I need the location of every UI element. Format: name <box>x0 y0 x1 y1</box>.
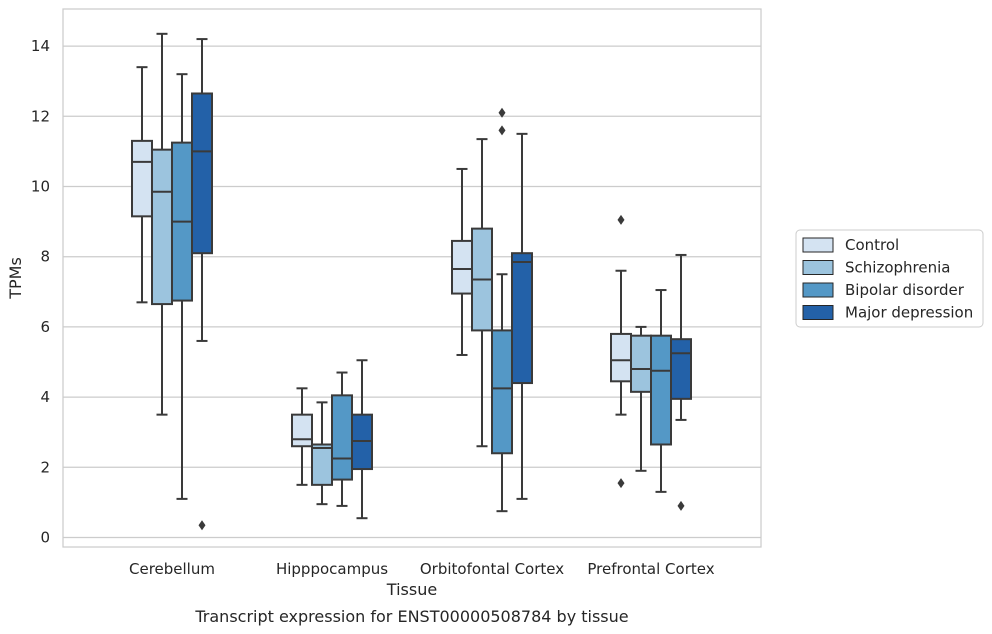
legend-swatch <box>802 305 834 320</box>
box-schizophrenia <box>630 325 652 472</box>
legend-label: Major depression <box>845 304 973 322</box>
y-tick-label: 8 <box>40 248 50 266</box>
box-body <box>331 394 353 481</box>
x-tick-label: Prefrontal Cortex <box>587 560 714 578</box>
x-tick-label: Orbitofontal Cortex <box>420 560 564 578</box>
box-body <box>650 334 672 446</box>
y-axis-label: TPMs <box>6 257 25 300</box>
box-body <box>511 252 533 385</box>
y-tick-label: 12 <box>31 107 50 125</box>
outlier-point <box>498 107 506 118</box>
box-body <box>291 413 313 448</box>
x-axis-label: Tissue <box>386 580 437 599</box>
y-tick-labels: 0 2 4 6 8 10 12 14 <box>31 37 50 546</box>
outlier-point <box>198 520 206 531</box>
legend: Control Schizophrenia Bipolar disorder Majo… <box>795 229 984 328</box>
boxes <box>131 32 692 531</box>
box-bipolar-disorder <box>650 289 672 493</box>
x-tick-labels: Cerebellum Hipppocampus Orbitofontal Corte… <box>129 560 715 578</box>
box-schizophrenia <box>471 138 493 448</box>
outlier-point <box>617 478 625 489</box>
y-tick-label: 2 <box>40 458 50 476</box>
legend-swatch <box>802 282 834 298</box>
plot-area-frame <box>62 8 762 548</box>
box-bipolar-disorder <box>331 371 353 507</box>
box-major-depression <box>511 132 533 500</box>
box-body <box>151 148 173 306</box>
box-body <box>311 443 333 486</box>
y-tick-label: 6 <box>40 318 50 336</box>
box-body <box>491 329 513 455</box>
outlier-point <box>677 500 685 511</box>
box-body <box>610 332 632 383</box>
box-body <box>630 334 652 393</box>
box-body <box>191 92 213 255</box>
legend-swatch <box>802 260 834 275</box>
legend-swatch <box>802 237 834 253</box>
box-body <box>131 139 153 218</box>
box-major-depression <box>670 253 692 511</box>
box-schizophrenia <box>311 401 333 506</box>
box-major-depression <box>191 38 213 531</box>
box-control <box>131 66 153 304</box>
chart-caption: Transcript expression for ENST0000050878… <box>194 607 628 626</box>
box-major-depression <box>351 359 373 520</box>
x-tick-label: Hipppocampus <box>276 560 388 578</box>
box-schizophrenia <box>151 32 173 416</box>
y-tick-label: 10 <box>31 178 50 196</box>
box-bipolar-disorder <box>171 73 193 500</box>
outlier-point <box>498 125 506 136</box>
legend-label: Control <box>845 236 899 254</box>
box-control <box>291 387 313 486</box>
y-tick-label: 4 <box>40 388 50 406</box>
box-body <box>451 239 473 295</box>
box-bipolar-disorder <box>491 107 513 513</box>
box-control <box>451 167 473 356</box>
x-tick-label: Cerebellum <box>129 560 215 578</box>
legend-frame <box>795 229 984 328</box>
legend-label: Bipolar disorder <box>845 281 965 299</box>
box-control <box>610 214 632 489</box>
y-tick-label: 0 <box>40 529 50 547</box>
y-tick-label: 14 <box>31 37 50 55</box>
outlier-point <box>617 214 625 225</box>
legend-label: Schizophrenia <box>845 259 950 277</box>
box-body <box>670 338 692 400</box>
